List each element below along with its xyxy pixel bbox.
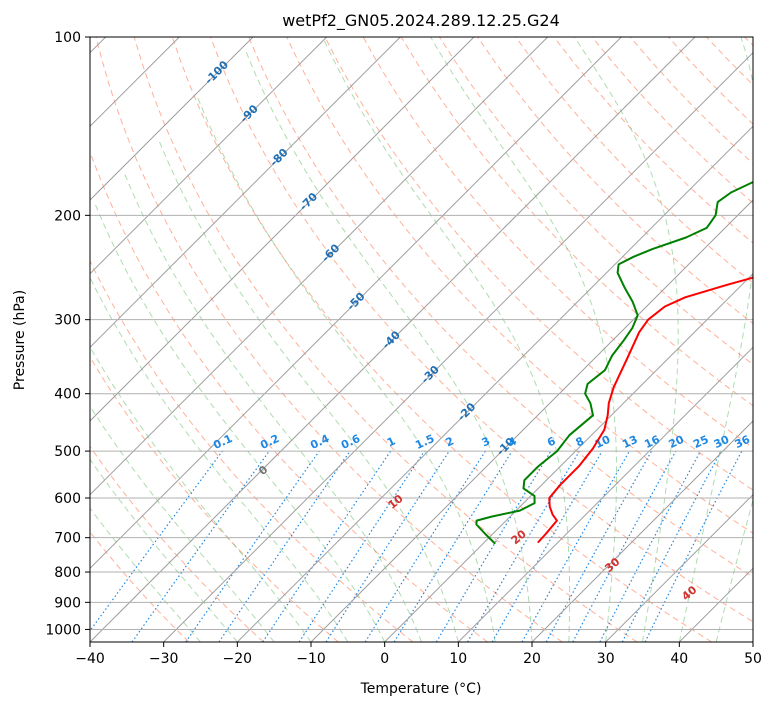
dry-adiabat-line xyxy=(90,356,339,642)
temperature-profile-line xyxy=(537,276,753,543)
mixing-ratio-label: 30 xyxy=(712,433,732,451)
isotherm-line xyxy=(90,37,696,642)
isotherm-line xyxy=(457,346,753,642)
dry-adiabat-line xyxy=(248,37,753,578)
x-tick-label: 10 xyxy=(449,651,467,667)
moist-adiabat-line xyxy=(322,37,571,642)
dry-adiabat-line xyxy=(90,445,264,642)
dry-adiabat-line xyxy=(171,37,712,642)
isotherm-line xyxy=(90,37,254,201)
mixing-ratio-label: 25 xyxy=(691,433,710,451)
x-tick-label: 0 xyxy=(380,651,389,667)
x-tick-label: 20 xyxy=(523,651,541,667)
y-tick-label: 1000 xyxy=(45,622,81,638)
y-tick-label: 100 xyxy=(54,30,81,46)
mixing-ratio-lines xyxy=(90,450,743,642)
mixing-ratio-line xyxy=(298,450,425,642)
moist-adiabat-line xyxy=(124,173,422,642)
mixing-ratio-label: 36 xyxy=(733,433,753,451)
dry-adiabat-line xyxy=(324,37,753,491)
pressure-gridlines xyxy=(90,37,753,630)
moist-adiabat-line xyxy=(430,37,617,642)
dry-adiabat-line xyxy=(133,37,638,642)
mixing-ratio-line xyxy=(393,450,513,642)
dry-adiabat-line xyxy=(210,37,753,623)
moist-adiabat-line xyxy=(93,201,386,642)
isotherm-line xyxy=(310,199,753,642)
dry-adiabat-line xyxy=(90,259,414,642)
mixing-ratio-line xyxy=(218,450,351,642)
dry-adiabat-line xyxy=(286,37,753,534)
moist-adiabat-line xyxy=(574,37,679,642)
dewpoint-profile-line xyxy=(475,181,753,545)
y-tick-label: 400 xyxy=(54,387,81,403)
mixing-ratio-line xyxy=(644,450,743,642)
isotherm-line xyxy=(90,37,549,496)
isotherm-line xyxy=(90,37,401,349)
plot-area: -100-90-80-70-60-50-40-30-20-10 0.1 0.2 0.… xyxy=(90,37,753,642)
y-tick-label: 800 xyxy=(54,565,81,581)
x-tick-label: −20 xyxy=(223,651,253,667)
isotherm-line xyxy=(90,37,328,275)
dry-adiabat-line xyxy=(515,37,753,284)
isotherm-line xyxy=(90,37,475,422)
y-tick-label: 200 xyxy=(54,208,81,224)
isotherm-line xyxy=(531,420,753,642)
mixing-ratio-line xyxy=(131,450,270,642)
skewed-isotherms xyxy=(90,37,753,642)
x-axis-label: Temperature (°C) xyxy=(360,681,482,697)
plot-frame xyxy=(89,36,754,643)
moist-adiabat-line xyxy=(244,49,533,642)
x-tick-label: −30 xyxy=(149,651,179,667)
x-tick-label: 40 xyxy=(670,651,688,667)
isotherm-line xyxy=(90,37,622,570)
mixing-ratio-line xyxy=(325,450,450,642)
moist-adiabat-line xyxy=(90,507,201,642)
mixing-ratio-label: 13 xyxy=(620,433,639,451)
y-tick-label: 700 xyxy=(54,531,81,547)
y-axis-ticks: 100 200 300 400 500 600 700 800 900 1000 xyxy=(45,30,90,638)
isotherm-line xyxy=(384,272,753,642)
x-axis-ticks: −40 −30 −20 −10 0 10 20 30 40 50 xyxy=(75,642,762,667)
mixing-ratio-label: 16 xyxy=(642,433,662,451)
dry-adiabat-line xyxy=(95,37,563,642)
isotherm-line xyxy=(236,125,753,642)
y-tick-label: 500 xyxy=(54,444,81,460)
mixing-ratio-label: 20 xyxy=(667,433,687,451)
mixing-ratio-line xyxy=(262,450,392,642)
x-tick-label: −40 xyxy=(75,651,105,667)
isotherm-line xyxy=(163,51,753,642)
dry-adiabats xyxy=(90,37,753,642)
mixing-ratio-line xyxy=(572,450,677,642)
isotherm-line xyxy=(605,493,753,642)
y-tick-label: 600 xyxy=(54,491,81,507)
x-tick-label: 30 xyxy=(597,651,615,667)
mixing-ratio-line xyxy=(521,450,631,642)
y-axis-label: Pressure (hPa) xyxy=(12,290,28,390)
profile-series xyxy=(475,181,753,545)
moist-adiabat-line xyxy=(678,37,753,642)
mixing-ratio-line xyxy=(185,450,320,642)
x-tick-label: −10 xyxy=(296,651,326,667)
y-tick-label: 900 xyxy=(54,595,81,611)
moist-adiabat-line xyxy=(195,94,496,642)
y-tick-label: 300 xyxy=(54,313,81,329)
moist-adiabat-line xyxy=(715,498,753,642)
mixing-ratio-label: 10 xyxy=(593,433,613,451)
mixing-ratio-line xyxy=(90,450,223,632)
x-tick-label: 50 xyxy=(744,651,762,667)
moist-adiabat-line xyxy=(90,345,312,642)
mixing-ratio-line xyxy=(545,450,653,642)
chart-title: wetPf2_GN05.2024.289.12.25.G24 xyxy=(282,11,560,31)
